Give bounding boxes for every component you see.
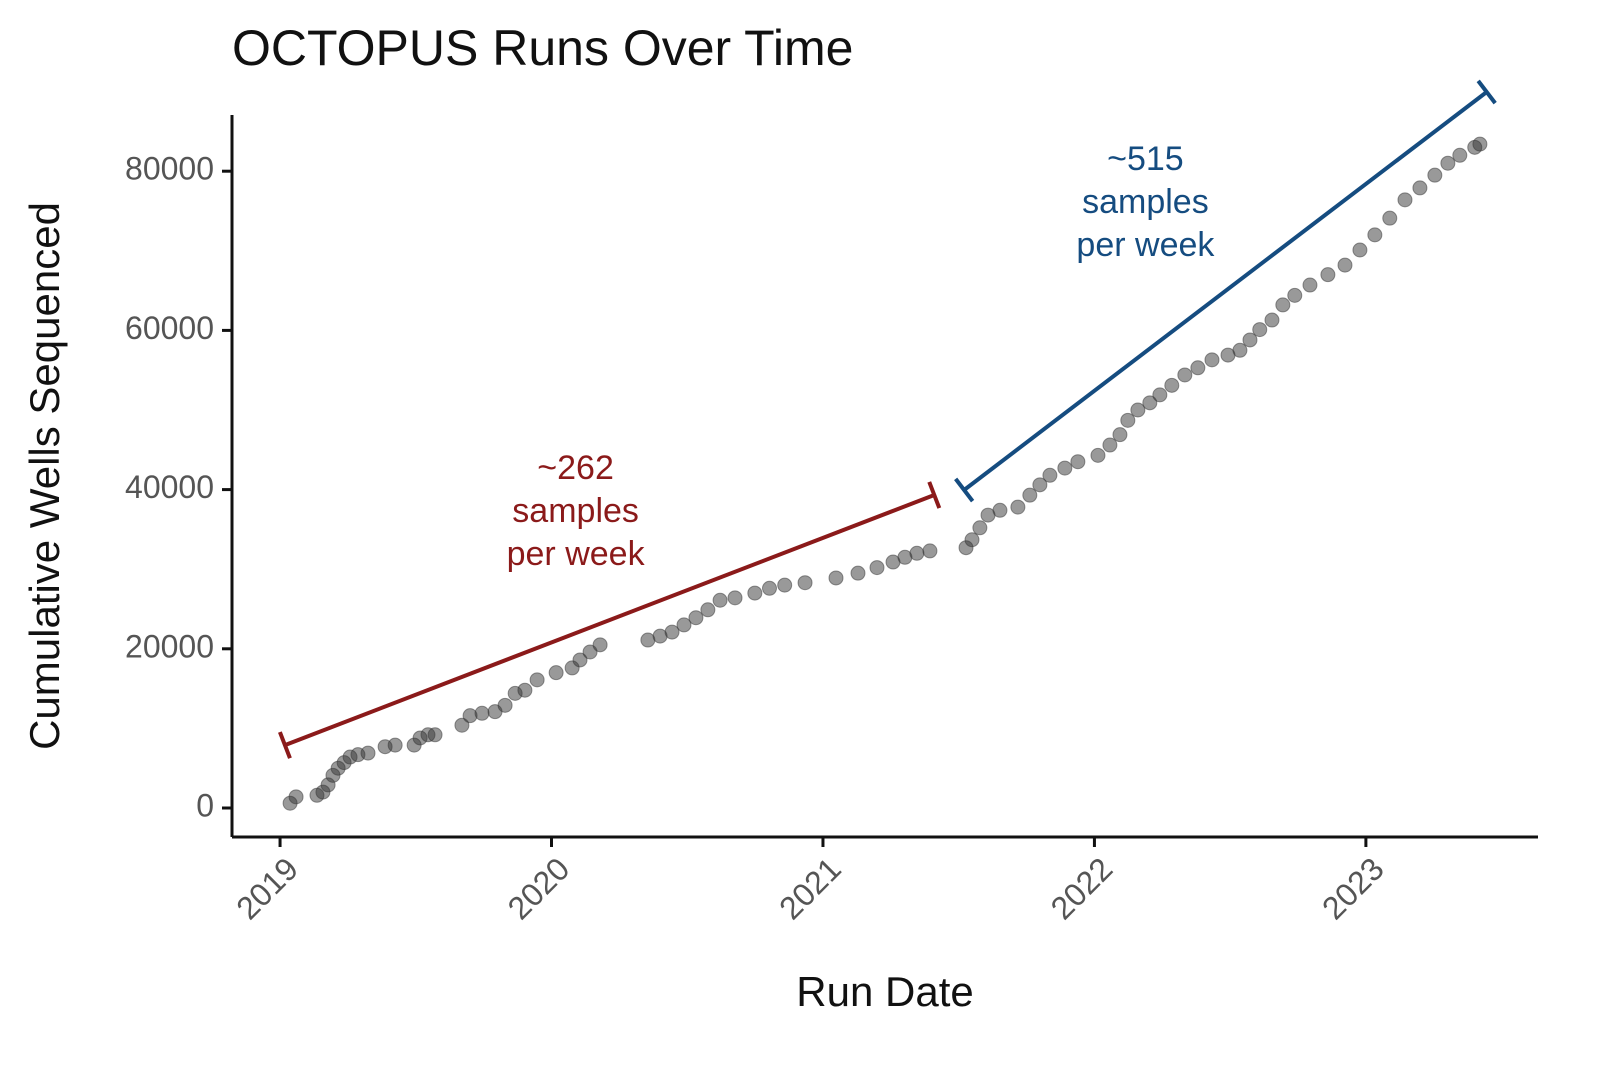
x-tick-label: 2019 (229, 850, 305, 926)
point (592, 637, 608, 653)
point (474, 705, 490, 721)
annotation-cap (1476, 79, 1497, 105)
point (1142, 395, 1158, 411)
point (1320, 267, 1336, 283)
annotation-line (284, 493, 935, 747)
annotation-text: per week (1076, 226, 1215, 264)
point (1264, 312, 1280, 328)
point (1367, 227, 1383, 243)
annotation-text: samples (512, 492, 639, 530)
point (1070, 454, 1086, 470)
annotation-text: per week (507, 535, 646, 573)
y-tick-label: 60000 (125, 310, 214, 346)
point (1190, 360, 1206, 376)
point (572, 652, 588, 668)
point (1032, 477, 1048, 493)
point (288, 789, 304, 805)
point (1452, 147, 1468, 163)
point (1042, 467, 1058, 483)
point (727, 590, 743, 606)
chart-title: OCTOPUS Runs Over Time (232, 20, 853, 76)
point (777, 577, 793, 593)
point (850, 565, 866, 581)
point (700, 602, 716, 618)
point (828, 570, 844, 586)
point (1472, 136, 1488, 152)
point (454, 717, 470, 733)
x-tick-label: 2021 (772, 850, 848, 926)
point (909, 545, 925, 561)
point (497, 697, 513, 713)
x-tick-label: 2023 (1315, 850, 1391, 926)
point (1152, 387, 1168, 403)
point (1302, 277, 1318, 293)
y-tick-label: 0 (196, 787, 214, 823)
y-axis-title: Cumulative Wells Sequenced (21, 202, 68, 750)
point (548, 665, 564, 681)
annotation-line (962, 90, 1488, 492)
x-axis-title: Run Date (796, 968, 973, 1015)
point (517, 682, 533, 698)
annotation-text: samples (1082, 183, 1209, 221)
point (869, 560, 885, 576)
point (529, 672, 545, 688)
point (676, 617, 692, 633)
point (1427, 167, 1443, 183)
point (360, 745, 376, 761)
point (1022, 487, 1038, 503)
point (1090, 447, 1106, 463)
x-tick-label: 2020 (501, 850, 577, 926)
point (1382, 210, 1398, 226)
point (1252, 322, 1268, 338)
point (1057, 460, 1073, 476)
point (972, 520, 988, 536)
point (582, 644, 598, 660)
point (1102, 437, 1118, 453)
point (747, 585, 763, 601)
point (1242, 332, 1258, 348)
point (1164, 377, 1180, 393)
point (664, 624, 680, 640)
point (1440, 155, 1456, 171)
annotation-text: ~262 (537, 449, 614, 487)
y-tick-label: 40000 (125, 469, 214, 505)
point (1397, 192, 1413, 208)
point (1177, 367, 1193, 383)
annotation-cap (278, 731, 292, 759)
point (1130, 402, 1146, 418)
y-tick-label: 20000 (125, 628, 214, 664)
x-tick-label: 2022 (1044, 850, 1120, 926)
point (1232, 342, 1248, 358)
point (427, 727, 443, 743)
point (387, 737, 403, 753)
point (922, 543, 938, 559)
annotation-cap (927, 481, 942, 509)
point (1204, 352, 1220, 368)
point (761, 580, 777, 596)
point (1287, 287, 1303, 303)
point (797, 575, 813, 591)
annotation-cap (954, 477, 975, 503)
point (688, 610, 704, 626)
point (1275, 297, 1291, 313)
point (992, 502, 1008, 518)
y-tick-label: 80000 (125, 151, 214, 187)
point (1112, 427, 1128, 443)
point (1337, 257, 1353, 273)
point (964, 532, 980, 548)
annotation-text: ~515 (1107, 140, 1184, 178)
point (1120, 412, 1136, 428)
point (712, 592, 728, 608)
point (1412, 180, 1428, 196)
point (1010, 499, 1026, 515)
point (1352, 242, 1368, 258)
